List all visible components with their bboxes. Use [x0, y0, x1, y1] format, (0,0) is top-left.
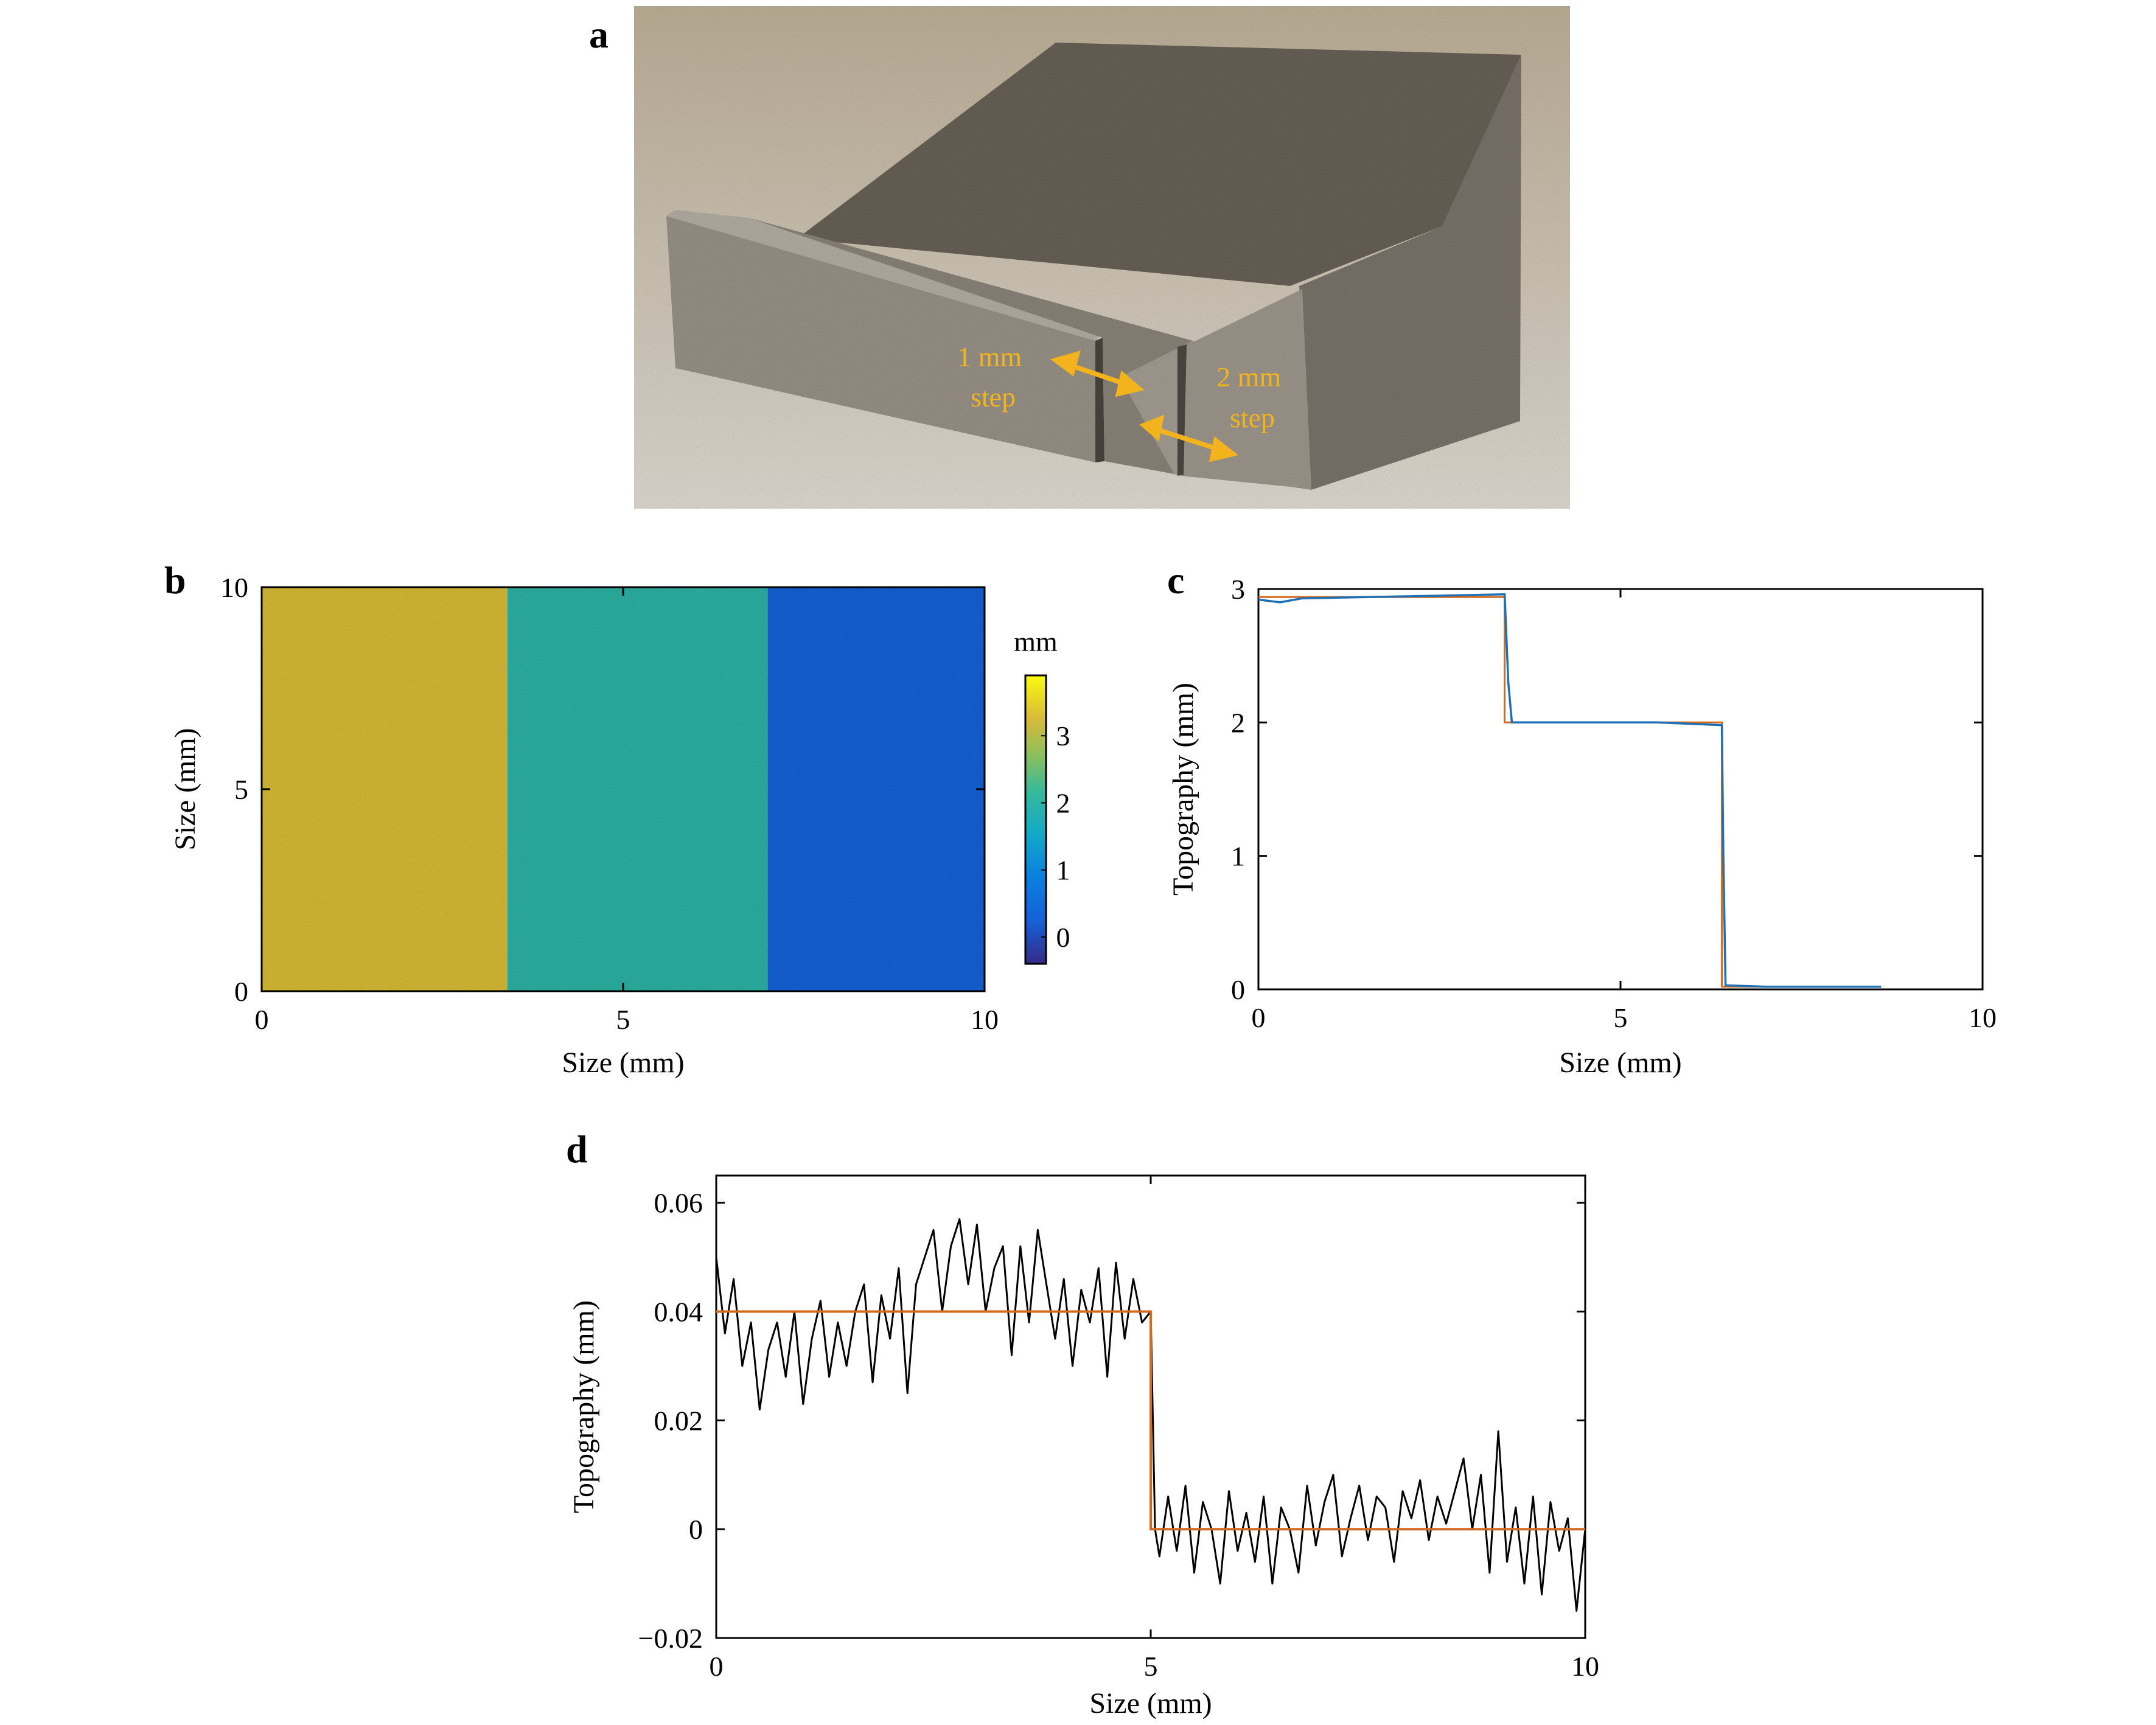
- colorbar-tick-label: 0: [1056, 922, 1070, 953]
- arrow-1mm: [1050, 350, 1145, 397]
- colorbar-tick-label: 2: [1056, 787, 1070, 818]
- x-tick-label: 5: [1144, 1651, 1158, 1682]
- plot-c-ylabel: Topography (mm): [1167, 683, 1199, 896]
- arrow-2mm: [1139, 414, 1239, 462]
- heatmap-noise: [262, 587, 985, 991]
- y-tick-label: 5: [234, 774, 248, 805]
- heatmap-ylabel: Size (mm): [169, 728, 201, 850]
- heatmap-xlabel: Size (mm): [562, 1047, 684, 1079]
- panel-d-letter: d: [566, 1127, 588, 1171]
- plot-d-ylabel: Topography (mm): [568, 1300, 600, 1513]
- x-tick-label: 5: [616, 1004, 630, 1035]
- y-tick-label: −0.02: [638, 1623, 703, 1654]
- plot-c-ticks: 0 5 10 0 1 2 3: [1231, 574, 1997, 1033]
- x-tick-label: 0: [710, 1651, 724, 1682]
- y-tick-label: 10: [220, 572, 248, 603]
- annotation-1mm: 1 mm step: [957, 341, 1029, 413]
- colorbar-ticks: 0 1 2 3: [1041, 720, 1070, 953]
- heatmap-ticks: 0 5 10 0 5 10: [220, 572, 999, 1035]
- x-tick-label: 10: [971, 1004, 999, 1035]
- plot-d-measured-line: [715, 1218, 1586, 1612]
- y-tick-label: 2: [1231, 707, 1245, 738]
- colorbar: [1024, 674, 1047, 965]
- plot-d-series: [715, 1218, 1586, 1612]
- plot-c-measured-line: [1258, 593, 1882, 988]
- annotation-2mm-line2: step: [1230, 402, 1275, 433]
- y-tick-label: 0: [234, 976, 248, 1007]
- x-tick-label: 5: [1614, 1002, 1628, 1033]
- y-tick-label: 0: [1231, 974, 1245, 1005]
- x-tick-label: 0: [1252, 1002, 1266, 1033]
- photo-grain: [634, 6, 1570, 509]
- plot-d-fit-line: [716, 1310, 1585, 1531]
- x-tick-label: 10: [1969, 1002, 1997, 1033]
- panel-a-letter: a: [589, 13, 609, 56]
- y-tick-label: 0.04: [654, 1297, 703, 1328]
- colorbar-unit: mm: [1014, 626, 1058, 657]
- plot-c-frame: [1257, 588, 1984, 991]
- y-tick-label: 3: [1231, 574, 1245, 605]
- panel-b-letter: b: [164, 559, 186, 602]
- panel-b-heatmap: 0 5 10 0 5 10 Size (mm) Size (mm) mm 0 1 2 3: [169, 572, 1070, 1079]
- y-tick-label: 0.06: [654, 1188, 703, 1219]
- plot-d-xlabel: Size (mm): [1089, 1687, 1212, 1720]
- y-tick-label: 1: [1231, 841, 1245, 872]
- x-tick-label: 10: [1571, 1651, 1599, 1682]
- colorbar-tick-label: 3: [1056, 720, 1070, 751]
- panel-a-photo: 1 mm step 2 mm step: [634, 6, 1570, 509]
- colorbar-tick-label: 1: [1056, 855, 1070, 886]
- panel-c-plot: 0 5 10 0 1 2 3 Size (mm) Topography (mm): [1167, 574, 1997, 1079]
- y-tick-label: 0.02: [654, 1405, 703, 1436]
- panel-c-letter: c: [1167, 559, 1184, 602]
- plot-c-xlabel: Size (mm): [1559, 1047, 1681, 1079]
- plot-c-fit-line: [1258, 596, 1882, 988]
- annotation-1mm-line2: step: [971, 382, 1016, 413]
- annotation-2mm: 2 mm step: [1216, 361, 1288, 433]
- x-tick-label: 0: [255, 1004, 269, 1035]
- annotation-2mm-line1: 2 mm: [1216, 361, 1281, 392]
- y-tick-label: 0: [689, 1514, 703, 1545]
- plot-c-series: [1258, 593, 1882, 988]
- annotation-1mm-line1: 1 mm: [957, 341, 1022, 372]
